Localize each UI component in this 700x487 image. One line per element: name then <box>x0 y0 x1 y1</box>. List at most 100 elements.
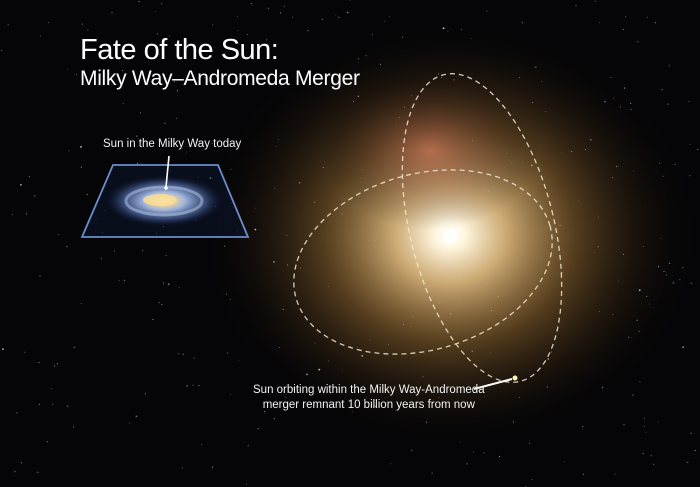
star <box>38 403 40 405</box>
star <box>129 422 131 424</box>
star <box>26 213 28 215</box>
star <box>1 49 3 51</box>
sun-today-label: Sun in the Milky Way today <box>103 138 242 150</box>
orbit-path-2 <box>401 73 563 383</box>
star <box>186 385 188 387</box>
star <box>644 426 645 428</box>
star <box>529 442 531 444</box>
star <box>168 35 170 37</box>
star <box>163 282 164 284</box>
star <box>411 449 413 451</box>
star <box>266 39 268 41</box>
star <box>111 12 113 13</box>
star <box>236 16 238 18</box>
star <box>335 15 337 17</box>
star <box>37 471 39 473</box>
star <box>483 452 485 454</box>
star <box>118 280 120 282</box>
star <box>384 20 386 22</box>
star <box>66 246 68 248</box>
star <box>16 412 18 414</box>
star <box>193 357 195 359</box>
star <box>389 15 390 17</box>
star <box>689 143 691 145</box>
star <box>283 5 285 7</box>
star <box>575 5 577 7</box>
star <box>76 73 78 75</box>
sun-future-label-line2: merger remnant 10 billion years from now <box>262 399 475 411</box>
star <box>292 16 294 18</box>
star <box>182 353 184 355</box>
star <box>686 461 689 464</box>
star <box>582 426 584 428</box>
star <box>521 22 523 24</box>
star <box>499 455 501 457</box>
star <box>80 166 82 168</box>
star <box>152 318 154 320</box>
star <box>14 471 16 473</box>
star <box>101 257 103 259</box>
star <box>53 365 55 367</box>
star <box>155 47 157 49</box>
star <box>73 346 75 348</box>
star <box>175 117 177 119</box>
star <box>623 29 624 30</box>
star <box>531 478 533 480</box>
star <box>273 418 275 420</box>
page-title: Fate of the Sun: <box>80 34 279 66</box>
star <box>623 424 625 426</box>
merger-remnant-core <box>443 230 457 244</box>
star <box>122 70 124 71</box>
star <box>68 150 70 152</box>
star <box>167 283 170 286</box>
star <box>48 22 50 24</box>
star <box>165 255 167 256</box>
star <box>186 151 187 153</box>
star <box>39 275 41 277</box>
sun-future-label: Sun orbiting within the Milky Way-Androm… <box>253 383 485 413</box>
star <box>192 384 194 386</box>
star <box>124 279 126 281</box>
star <box>688 101 690 102</box>
star <box>263 411 265 413</box>
sun-today-pointer <box>165 155 170 188</box>
star <box>661 89 663 91</box>
star <box>650 455 652 457</box>
star <box>211 466 213 468</box>
star <box>307 30 309 32</box>
star <box>39 35 41 37</box>
star <box>28 175 30 177</box>
star <box>349 0 351 1</box>
orbit-path-1 <box>293 169 553 355</box>
star <box>257 428 259 430</box>
star <box>203 77 205 79</box>
star <box>86 194 88 196</box>
star <box>644 417 645 419</box>
star <box>145 393 146 395</box>
star <box>38 362 40 364</box>
star <box>2 348 4 351</box>
sun-today-marker <box>164 186 168 190</box>
star <box>338 16 340 18</box>
star <box>136 135 138 137</box>
star <box>52 403 54 405</box>
page-subtitle: Milky Way–Andromeda Merger <box>80 67 360 90</box>
star <box>57 363 59 365</box>
star <box>154 10 156 12</box>
star <box>67 68 69 70</box>
star <box>654 22 656 24</box>
star <box>66 405 69 408</box>
star <box>198 385 200 386</box>
star <box>472 451 474 453</box>
star <box>87 29 89 31</box>
star <box>158 302 160 304</box>
star <box>122 103 124 105</box>
star <box>466 463 468 465</box>
star <box>694 450 696 451</box>
star <box>34 195 36 197</box>
star <box>7 24 9 26</box>
star <box>136 162 138 164</box>
star <box>614 473 616 475</box>
